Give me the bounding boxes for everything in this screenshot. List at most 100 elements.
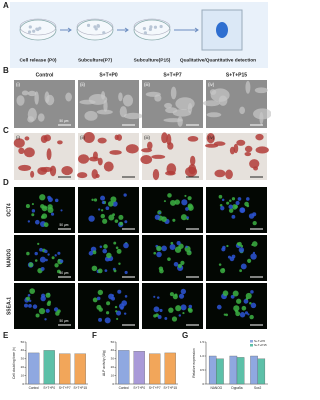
nucleus bbox=[31, 203, 34, 206]
cell bbox=[32, 29, 36, 33]
nucleus bbox=[118, 214, 124, 220]
nucleus bbox=[234, 309, 238, 313]
cell-colony bbox=[145, 91, 161, 97]
stained-colony bbox=[46, 148, 52, 161]
y-tick-label: 0 bbox=[22, 382, 24, 386]
bar bbox=[59, 353, 71, 385]
nucleus bbox=[154, 214, 161, 220]
nucleus bbox=[232, 290, 239, 297]
stained-colony bbox=[97, 157, 103, 166]
stained-colony bbox=[95, 173, 100, 179]
nucleus bbox=[244, 311, 249, 315]
nucleus bbox=[188, 304, 193, 309]
stained-cell bbox=[216, 22, 228, 38]
cell bbox=[35, 27, 39, 31]
nucleus bbox=[233, 305, 240, 312]
panel-label: E bbox=[3, 331, 9, 340]
cell-colony bbox=[259, 112, 264, 125]
nucleus bbox=[112, 201, 118, 207]
y-tick-label: 50 bbox=[111, 340, 115, 344]
stained-colony bbox=[167, 142, 174, 150]
nucleus bbox=[250, 302, 257, 309]
scale-bar-label: 50 μm bbox=[60, 223, 69, 227]
dish-rim bbox=[19, 18, 57, 36]
cell-colony bbox=[21, 90, 29, 96]
nucleus bbox=[46, 301, 51, 306]
nucleus bbox=[230, 294, 235, 299]
stained-colony bbox=[77, 172, 88, 179]
nucleus bbox=[99, 245, 103, 248]
nucleus bbox=[96, 304, 102, 310]
nucleus bbox=[236, 298, 242, 304]
y-tick-label: 1.0 bbox=[200, 354, 205, 358]
x-tick-label: S+T+P7 bbox=[149, 386, 161, 390]
nucleus bbox=[164, 317, 168, 320]
nucleus bbox=[178, 293, 185, 299]
nucleus bbox=[44, 318, 47, 321]
stained-colony bbox=[161, 132, 168, 144]
nucleus bbox=[39, 194, 46, 201]
legend-label: S+T+P0 bbox=[254, 339, 265, 343]
bar bbox=[133, 351, 145, 385]
workflow-step: Cell release (P0) bbox=[19, 57, 56, 63]
cell-colony bbox=[88, 93, 108, 105]
nucleus bbox=[218, 194, 223, 199]
nucleus bbox=[50, 212, 55, 216]
nucleus bbox=[116, 317, 119, 321]
nucleus bbox=[92, 297, 98, 303]
nucleus bbox=[249, 302, 252, 305]
nucleus bbox=[172, 218, 176, 222]
stained-colony bbox=[187, 136, 199, 142]
nucleus bbox=[220, 206, 225, 211]
fluorescence-image bbox=[142, 283, 203, 329]
nucleus bbox=[100, 209, 104, 212]
nucleus bbox=[53, 307, 59, 312]
nucleus bbox=[105, 311, 110, 315]
nucleus bbox=[45, 308, 50, 313]
stained-colony bbox=[24, 136, 30, 141]
dish bbox=[76, 19, 114, 41]
y-tick-label: 10 bbox=[21, 373, 25, 377]
nucleus bbox=[27, 220, 31, 223]
nucleus bbox=[105, 206, 110, 211]
nucleus bbox=[174, 293, 178, 297]
panel-label: G bbox=[182, 331, 188, 340]
cell-colony bbox=[37, 113, 45, 122]
nucleus bbox=[181, 199, 188, 206]
y-axis-label: Cell doubling time (h) bbox=[12, 347, 16, 379]
nucleus bbox=[97, 268, 103, 274]
nucleus bbox=[106, 252, 112, 259]
nucleus bbox=[45, 292, 51, 298]
stained-colony bbox=[165, 170, 176, 176]
bar bbox=[250, 355, 258, 385]
y-tick-label: 40 bbox=[21, 348, 25, 352]
nucleus bbox=[240, 244, 244, 248]
nucleus bbox=[221, 198, 225, 202]
nucleus bbox=[102, 248, 108, 254]
stained-colony bbox=[13, 138, 25, 148]
nucleus bbox=[170, 241, 174, 245]
nucleus bbox=[252, 220, 257, 226]
nucleus bbox=[229, 199, 232, 202]
cell-colony bbox=[177, 116, 183, 127]
x-tick-label: S+T+P0 bbox=[43, 386, 55, 390]
dish bbox=[133, 19, 171, 41]
nucleus bbox=[187, 204, 194, 211]
stained-colony bbox=[205, 143, 219, 148]
nucleus bbox=[97, 289, 104, 296]
stained-colony bbox=[152, 168, 160, 181]
nucleus bbox=[163, 200, 166, 203]
nucleus bbox=[167, 193, 172, 198]
marker-label: NANOG bbox=[6, 249, 12, 268]
nucleus bbox=[119, 221, 123, 226]
cell bbox=[28, 25, 32, 29]
bar bbox=[28, 352, 40, 385]
nucleus bbox=[235, 200, 240, 206]
nucleus bbox=[231, 214, 236, 219]
stained-colony bbox=[23, 147, 35, 158]
stained-colony bbox=[189, 155, 196, 166]
cell-colony bbox=[122, 94, 134, 107]
cell bbox=[149, 25, 153, 29]
nucleus bbox=[250, 253, 257, 260]
nucleus bbox=[100, 195, 106, 201]
